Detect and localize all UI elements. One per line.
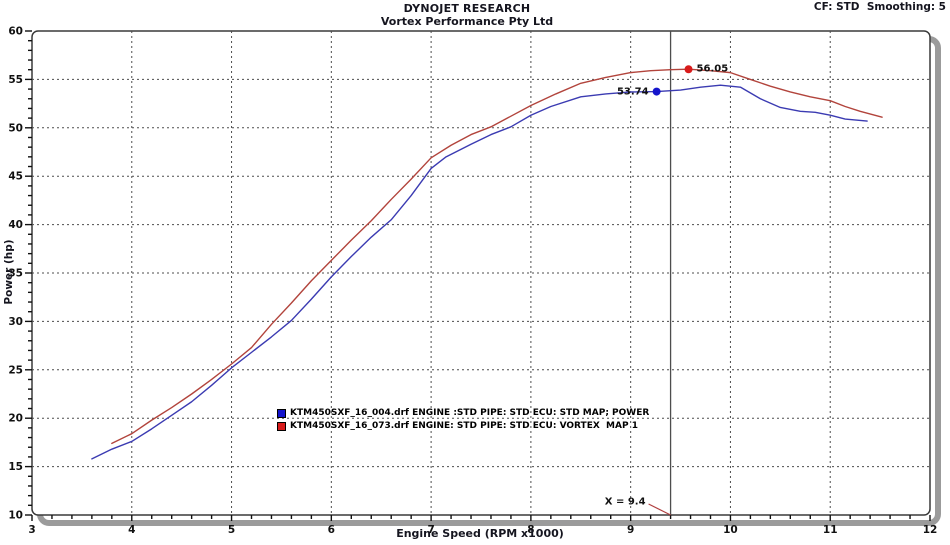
vortex-map-peak-value: 56.05 xyxy=(696,63,729,75)
y-tick-label: 20 xyxy=(8,413,23,425)
vortex-map-series-label: KTM450SXF_16_073.drf ENGINE: STD PIPE: S… xyxy=(290,421,638,431)
y-tick-label: 45 xyxy=(8,171,23,183)
x-tick-label: 5 xyxy=(228,524,235,536)
x-tick-label: 10 xyxy=(723,524,738,536)
std-map-series-swatch-icon xyxy=(277,408,286,418)
legend-row-vortex-map: KTM450SXF_16_073.drf ENGINE: STD PIPE: S… xyxy=(277,420,649,432)
legend-row-std-map: KTM450SXF_16_004.drf ENGINE :STD PIPE: S… xyxy=(277,407,649,419)
x-tick-label: 8 xyxy=(527,524,534,536)
std-map-peak-marker-icon xyxy=(652,87,661,96)
y-tick-label: 55 xyxy=(8,74,23,86)
cursor-x-readout: X = 9.4 xyxy=(604,496,646,508)
y-tick-label: 60 xyxy=(8,26,23,38)
y-tick-label: 15 xyxy=(8,461,23,473)
x-tick-label: 12 xyxy=(923,524,938,536)
vortex-map-peak-marker-icon xyxy=(684,65,693,74)
plot-area[interactable] xyxy=(31,30,931,516)
x-axis-title: Engine Speed (RPM x1000) xyxy=(396,527,564,540)
y-tick-label: 25 xyxy=(8,364,23,376)
x-tick-label: 3 xyxy=(28,524,35,536)
x-tick-label: 6 xyxy=(328,524,335,536)
x-tick-label: 4 xyxy=(128,524,135,536)
y-tick-label: 10 xyxy=(8,510,23,522)
y-tick-label: 40 xyxy=(8,219,23,231)
legend: KTM450SXF_16_004.drf ENGINE :STD PIPE: S… xyxy=(277,407,649,432)
std-map-peak-value: 53.74 xyxy=(616,86,649,98)
page-subtitle: Vortex Performance Pty Ltd xyxy=(380,15,554,28)
y-tick-label: 35 xyxy=(8,268,23,280)
y-tick-label: 50 xyxy=(8,122,23,134)
x-tick-label: 11 xyxy=(823,524,838,536)
y-axis-title: Power (hp) xyxy=(3,239,15,305)
vortex-map-power-curve xyxy=(111,68,883,445)
std-map-series-label: KTM450SXF_16_004.drf ENGINE :STD PIPE: S… xyxy=(290,408,650,418)
y-tick-label: 30 xyxy=(8,316,23,328)
x-tick-label: 7 xyxy=(427,524,434,536)
cursor-pointer-line xyxy=(648,503,671,516)
std-map-power-curve xyxy=(91,84,868,460)
x-tick-label: 9 xyxy=(627,524,634,536)
vortex-map-series-swatch-icon xyxy=(277,421,286,431)
correction-smoothing-readout: CF: STD Smoothing: 5 xyxy=(813,1,946,13)
page-title: DYNOJET RESEARCH xyxy=(403,2,531,15)
